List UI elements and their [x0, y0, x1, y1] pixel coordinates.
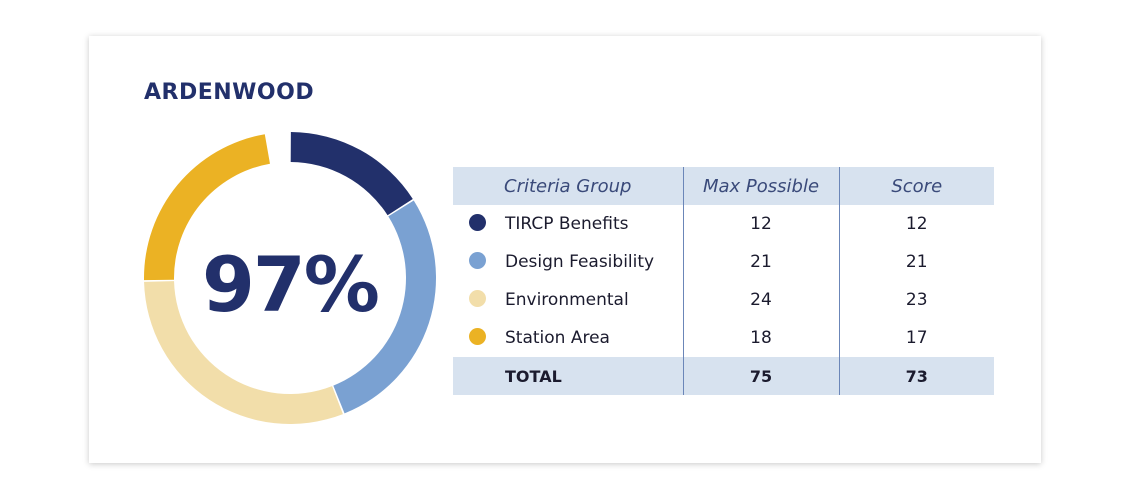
site-title: ARDENWOOD [144, 80, 315, 105]
legend-dot-icon [469, 213, 486, 231]
total-row: TOTAL 75 73 [453, 357, 994, 395]
total-max-possible: 75 [682, 357, 839, 395]
header-criteria-group: Criteria Group [453, 167, 683, 205]
donut-slice-environmental [144, 281, 343, 425]
criteria-cell: Station Area [453, 319, 683, 357]
legend-dot-icon [469, 289, 486, 307]
header-max-possible: Max Possible [682, 167, 839, 205]
table-row: Station Area 18 17 [453, 319, 994, 357]
criteria-table: Criteria Group Max Possible Score TIRCP … [453, 167, 994, 395]
score-value: 17 [838, 319, 994, 357]
table-header-row: Criteria Group Max Possible Score [453, 167, 994, 205]
criteria-name: Design Feasibility [505, 252, 655, 272]
score-value: 23 [838, 281, 994, 319]
legend-dot-icon [469, 251, 486, 269]
criteria-name: Station Area [505, 328, 610, 348]
score-percent-label: 97% [202, 240, 380, 329]
table-row: Design Feasibility 21 21 [453, 243, 994, 281]
criteria-name: TIRCP Benefits [505, 214, 629, 234]
total-label: TOTAL [453, 357, 683, 395]
max-possible-value: 18 [682, 319, 839, 357]
criteria-name: Environmental [505, 290, 629, 310]
max-possible-value: 21 [682, 243, 839, 281]
score-value: 12 [838, 205, 994, 243]
table-row: Environmental 24 23 [453, 281, 994, 319]
criteria-cell: TIRCP Benefits [453, 205, 683, 243]
donut-slice-station-area [144, 134, 270, 281]
criteria-cell: Design Feasibility [453, 243, 683, 281]
score-value: 21 [838, 243, 994, 281]
criteria-cell: Environmental [453, 281, 683, 319]
total-score: 73 [838, 357, 994, 395]
max-possible-value: 12 [682, 205, 839, 243]
header-score: Score [838, 167, 994, 205]
donut-slice-design-feasibility [333, 200, 436, 414]
table-row: TIRCP Benefits 12 12 [453, 205, 994, 243]
donut-slice-tircp-benefits [290, 132, 413, 216]
legend-dot-icon [469, 327, 486, 345]
max-possible-value: 24 [682, 281, 839, 319]
score-donut-chart [144, 132, 436, 425]
